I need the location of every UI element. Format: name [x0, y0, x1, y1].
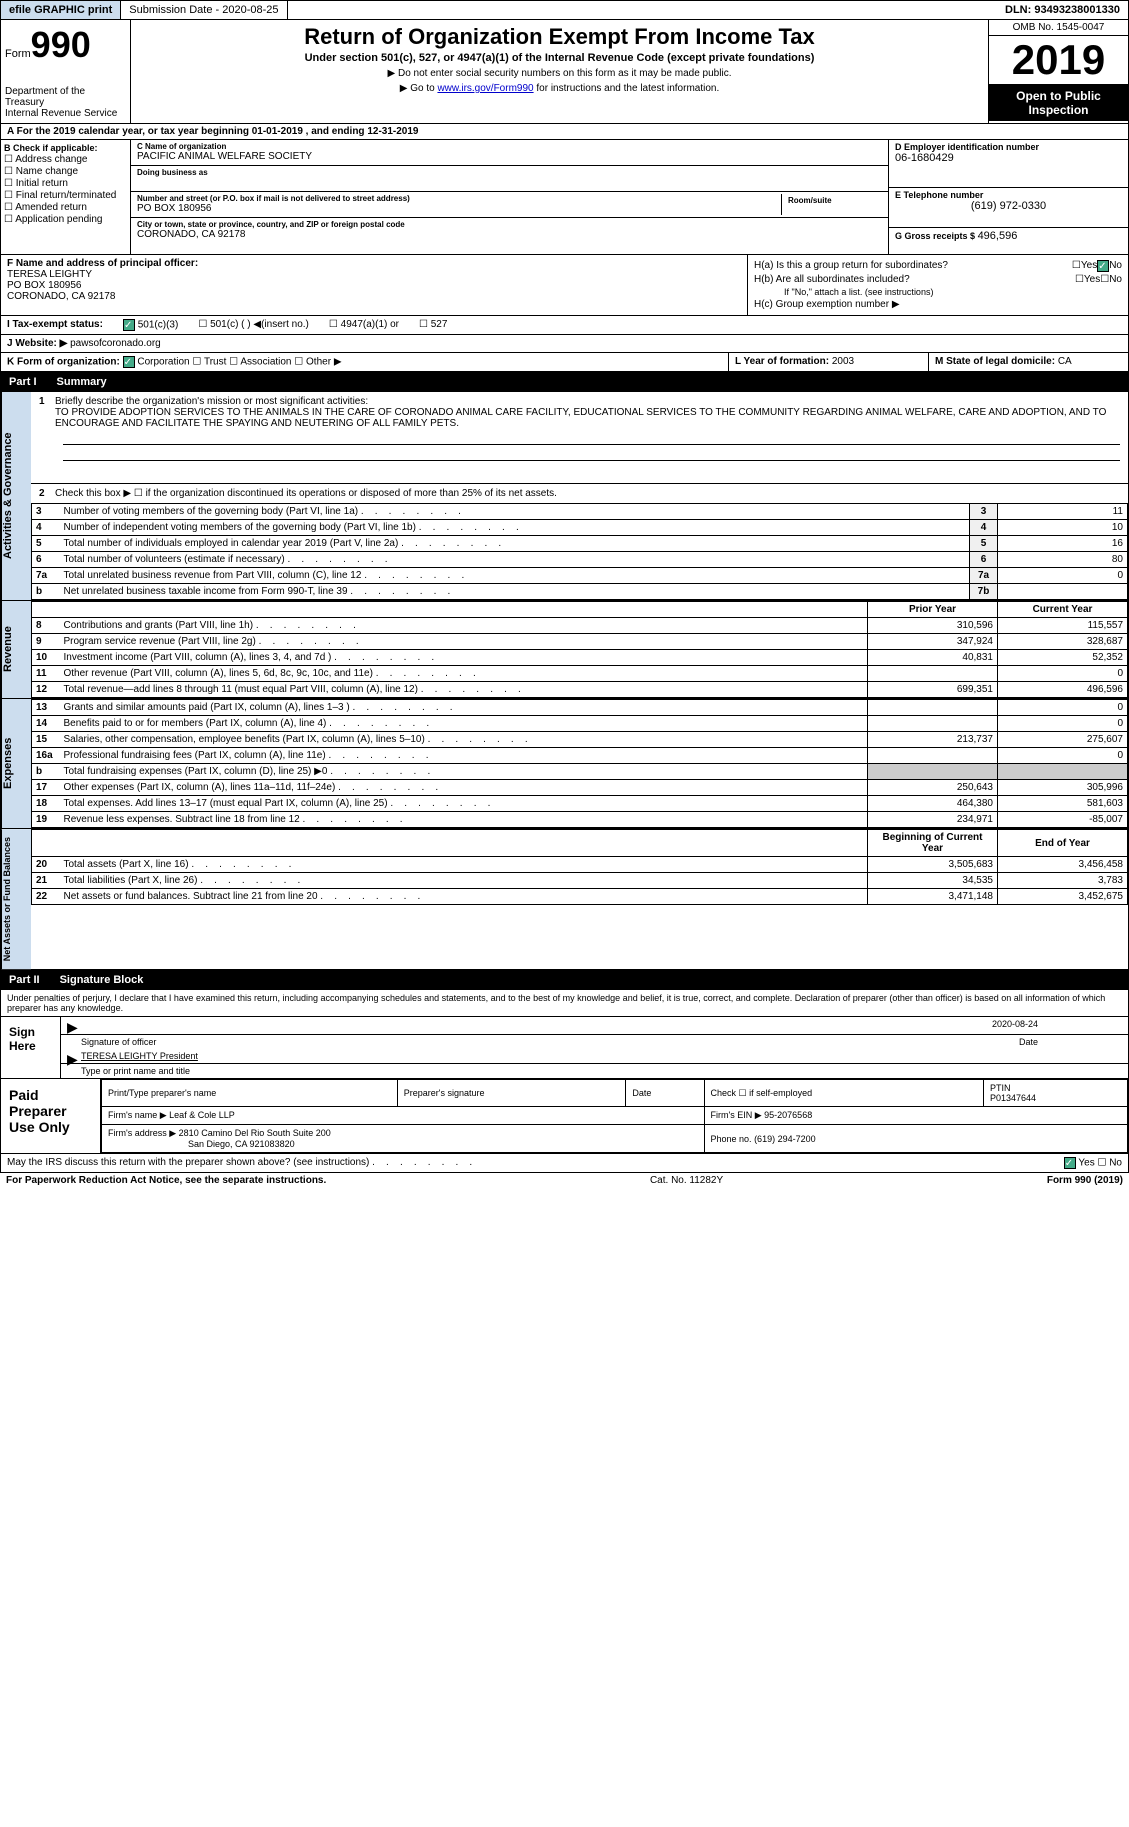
submission-date: Submission Date - 2020-08-25: [121, 1, 287, 19]
form-label: Form: [5, 48, 31, 60]
dln: DLN: 93493238001330: [997, 1, 1128, 19]
discuss-row: May the IRS discuss this return with the…: [0, 1154, 1129, 1173]
discuss-yes[interactable]: [1064, 1157, 1076, 1169]
preparer-section: Paid Preparer Use Only Print/Type prepar…: [0, 1079, 1129, 1154]
ha-no-check[interactable]: [1097, 260, 1109, 272]
form-header: Form990 Department of the Treasury Inter…: [0, 20, 1129, 124]
org-name-row: C Name of organization PACIFIC ANIMAL WE…: [131, 140, 888, 166]
section-b: B Check if applicable: ☐ Address change …: [1, 140, 131, 254]
cb-pending[interactable]: ☐ Application pending: [4, 214, 127, 225]
website-row: J Website: ▶ pawsofcoronado.org: [0, 335, 1129, 353]
signature-section: Under penalties of perjury, I declare th…: [0, 990, 1129, 1079]
group-return: H(a) Is this a group return for subordin…: [748, 255, 1128, 315]
cb-initial[interactable]: ☐ Initial return: [4, 178, 127, 189]
sign-here-label: Sign Here: [1, 1017, 61, 1078]
phone-row: E Telephone number (619) 972-0330: [889, 188, 1128, 228]
governance-table: 3Number of voting members of the governi…: [31, 503, 1128, 600]
governance-label: Activities & Governance: [1, 392, 31, 600]
balances-table: Beginning of Current YearEnd of Year20To…: [31, 829, 1128, 905]
k-l-m-row: K Form of organization: Corporation ☐ Tr…: [0, 353, 1129, 372]
ssn-note: ▶ Do not enter social security numbers o…: [151, 68, 968, 79]
dept-label: Department of the Treasury Internal Reve…: [5, 86, 126, 119]
part1-header: Part ISummary: [0, 372, 1129, 392]
top-bar: efile GRAPHIC print Submission Date - 20…: [0, 0, 1129, 20]
part2-header: Part IISignature Block: [0, 970, 1129, 990]
revenue-section: Revenue Prior YearCurrent Year8Contribut…: [0, 601, 1129, 699]
tax-status-row: I Tax-exempt status: 501(c)(3) ☐ 501(c) …: [0, 316, 1129, 335]
f-h-section: F Name and address of principal officer:…: [0, 255, 1129, 316]
gross-row: G Gross receipts $ 496,596: [889, 228, 1128, 254]
expenses-label: Expenses: [1, 699, 31, 828]
form-title: Return of Organization Exempt From Incom…: [151, 24, 968, 50]
mission-row: 1Briefly describe the organization's mis…: [31, 392, 1128, 484]
balances-label: Net Assets or Fund Balances: [1, 829, 31, 969]
info-section: B Check if applicable: ☐ Address change …: [0, 140, 1129, 255]
inspection-label: Open to Public Inspection: [989, 85, 1128, 121]
form-subtitle: Under section 501(c), 527, or 4947(a)(1)…: [151, 52, 968, 64]
cb-amended[interactable]: ☐ Amended return: [4, 202, 127, 213]
irs-link[interactable]: www.irs.gov/Form990: [437, 83, 533, 94]
omb-number: OMB No. 1545-0047: [989, 20, 1128, 36]
revenue-table: Prior YearCurrent Year8Contributions and…: [31, 601, 1128, 698]
city-row: City or town, state or province, country…: [131, 218, 888, 244]
part1-body: Activities & Governance 1Briefly describ…: [0, 392, 1129, 601]
cb-name[interactable]: ☐ Name change: [4, 166, 127, 177]
cb-501c3[interactable]: [123, 319, 135, 331]
line2-row: 2Check this box ▶ ☐ if the organization …: [31, 484, 1128, 503]
cb-corp[interactable]: [123, 356, 135, 368]
tax-year: 2019: [989, 36, 1128, 85]
efile-button[interactable]: efile GRAPHIC print: [1, 1, 121, 19]
balances-section: Net Assets or Fund Balances Beginning of…: [0, 829, 1129, 970]
expenses-table: 13Grants and similar amounts paid (Part …: [31, 699, 1128, 828]
dba-row: Doing business as: [131, 166, 888, 192]
period-row: A For the 2019 calendar year, or tax yea…: [0, 124, 1129, 140]
ein-row: D Employer identification number 06-1680…: [889, 140, 1128, 188]
expenses-section: Expenses 13Grants and similar amounts pa…: [0, 699, 1129, 829]
instructions-note: ▶ Go to www.irs.gov/Form990 for instruct…: [151, 83, 968, 94]
cb-final[interactable]: ☐ Final return/terminated: [4, 190, 127, 201]
cb-address[interactable]: ☐ Address change: [4, 154, 127, 165]
address-row: Number and street (or P.O. box if mail i…: [131, 192, 888, 218]
preparer-label: Paid Preparer Use Only: [1, 1079, 101, 1153]
sig-intro: Under penalties of perjury, I declare th…: [1, 990, 1128, 1017]
revenue-label: Revenue: [1, 601, 31, 698]
form-number: 990: [31, 24, 91, 65]
footer: For Paperwork Reduction Act Notice, see …: [0, 1173, 1129, 1188]
officer-info: F Name and address of principal officer:…: [1, 255, 748, 315]
